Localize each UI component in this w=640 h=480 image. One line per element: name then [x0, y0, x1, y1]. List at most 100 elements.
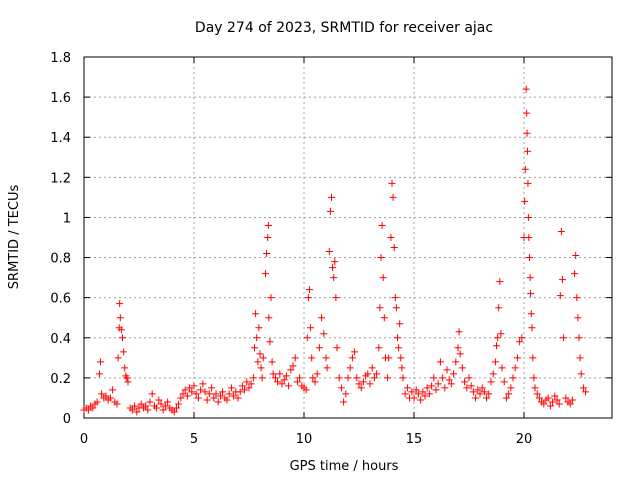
- x-tick-label: 15: [406, 432, 423, 447]
- data-point: [269, 370, 277, 378]
- data-point: [378, 221, 386, 229]
- data-point: [523, 109, 531, 117]
- data-point: [322, 354, 330, 362]
- data-point: [391, 294, 399, 302]
- data-point: [262, 270, 269, 278]
- data-point: [389, 193, 397, 201]
- data-point: [340, 398, 348, 406]
- x-tick-label: 20: [516, 432, 533, 447]
- data-point: [443, 366, 451, 374]
- data-point: [102, 392, 110, 400]
- data-point: [498, 364, 506, 372]
- data-point: [329, 264, 337, 272]
- data-point: [183, 392, 191, 400]
- data-point: [571, 270, 579, 278]
- data-point: [562, 394, 570, 402]
- x-tick-label: 5: [190, 432, 198, 447]
- data-point: [119, 334, 126, 342]
- data-point: [491, 358, 499, 366]
- data-point: [502, 394, 510, 402]
- data-point: [326, 207, 334, 215]
- data-point: [524, 147, 532, 155]
- data-point: [335, 374, 343, 382]
- data-point: [253, 334, 261, 342]
- data-point: [254, 358, 262, 366]
- data-point: [148, 390, 156, 398]
- data-point: [186, 384, 194, 392]
- data-point: [205, 390, 213, 398]
- data-point: [243, 378, 251, 386]
- data-point: [113, 400, 121, 408]
- data-point: [131, 402, 139, 410]
- data-point: [447, 380, 455, 388]
- data-point: [474, 386, 482, 394]
- data-point: [251, 344, 258, 352]
- data-point: [227, 384, 235, 392]
- data-point: [434, 380, 442, 388]
- data-point: [549, 398, 557, 406]
- data-point: [398, 364, 406, 372]
- data-point: [396, 320, 404, 328]
- data-point: [353, 374, 361, 382]
- data-point: [120, 348, 128, 356]
- data-point: [384, 374, 392, 382]
- data-point: [359, 378, 367, 386]
- data-point: [159, 406, 167, 414]
- data-point: [223, 396, 231, 404]
- data-point: [307, 324, 315, 332]
- data-point: [577, 370, 585, 378]
- data-point: [436, 358, 444, 366]
- data-point: [530, 374, 538, 382]
- data-point: [513, 354, 521, 362]
- data-point: [467, 382, 475, 390]
- data-point: [257, 364, 265, 372]
- data-point: [458, 364, 466, 372]
- data-point: [266, 338, 274, 346]
- data-point: [355, 380, 363, 388]
- data-point: [296, 374, 304, 382]
- data-point: [137, 400, 145, 408]
- data-point: [144, 406, 152, 414]
- data-point: [518, 334, 526, 342]
- data-point: [93, 398, 101, 406]
- data-point: [483, 394, 491, 402]
- x-tick-label: 0: [80, 432, 88, 447]
- data-point: [230, 392, 238, 400]
- data-point: [199, 380, 207, 388]
- data-point: [560, 334, 568, 342]
- data-point: [551, 392, 559, 400]
- data-point: [188, 388, 196, 396]
- data-point: [574, 314, 582, 322]
- data-points: [80, 85, 590, 416]
- data-point: [366, 380, 374, 388]
- data-point: [376, 304, 384, 312]
- data-point: [419, 388, 427, 396]
- data-point: [465, 374, 473, 382]
- data-point: [476, 390, 484, 398]
- data-point: [308, 354, 316, 362]
- data-point: [153, 404, 161, 412]
- data-point: [309, 374, 317, 382]
- plot-frame: [83, 56, 613, 419]
- data-point: [380, 314, 388, 322]
- data-point: [553, 396, 561, 404]
- data-point: [417, 396, 425, 404]
- data-point: [264, 221, 272, 229]
- data-point: [175, 400, 183, 408]
- data-point: [516, 338, 524, 346]
- data-point: [472, 394, 480, 402]
- data-point: [172, 404, 180, 412]
- y-tick-label: 0.6: [50, 292, 71, 307]
- data-point: [274, 378, 282, 386]
- data-point: [527, 310, 535, 318]
- data-point: [397, 354, 405, 362]
- data-point: [333, 344, 341, 352]
- data-point: [568, 396, 576, 404]
- x-tick-label: 10: [296, 432, 313, 447]
- data-point: [521, 197, 529, 205]
- data-point: [487, 378, 495, 386]
- data-point: [556, 292, 564, 300]
- data-point: [133, 408, 141, 416]
- data-point: [280, 376, 288, 384]
- data-point: [210, 394, 218, 402]
